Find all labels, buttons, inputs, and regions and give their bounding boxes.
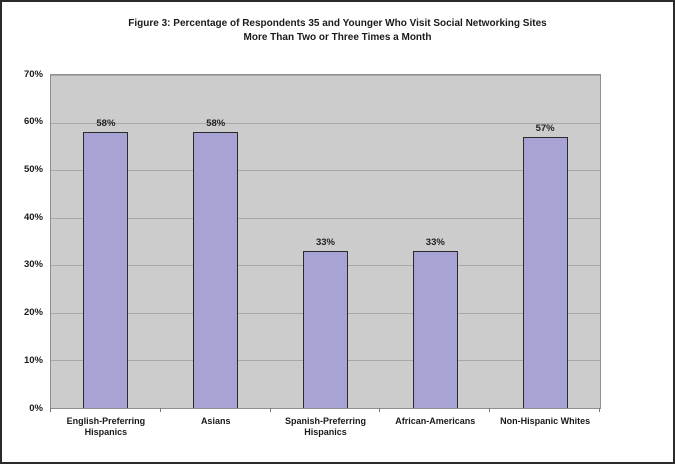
y-tick-label-40: 40% <box>23 211 43 223</box>
bar-value-label-4: 33% <box>425 237 445 249</box>
x-tick-label-4: African-Americans <box>395 416 476 426</box>
chart-title-line2: More Than Two or Three Times a Month <box>243 31 432 43</box>
chart-title: Figure 3: Percentage of Respondents 35 a… <box>2 17 673 44</box>
y-tick-label-30: 30% <box>23 259 43 271</box>
x-tick-mark-1 <box>159 408 161 412</box>
x-tick-mark-4 <box>489 408 491 412</box>
gridline-50 <box>51 170 600 172</box>
x-tick-mark-5 <box>599 408 600 412</box>
x-tick-label-3: Spanish-Preferring Hispanics <box>284 416 366 437</box>
y-tick-label-70: 70% <box>23 68 43 80</box>
x-tick-mark-3 <box>379 408 381 412</box>
x-tick-mark-0 <box>50 408 51 412</box>
bar-value-label-1: 58% <box>96 118 116 130</box>
bar-value-label-2: 58% <box>206 118 226 130</box>
y-tick-label-60: 60% <box>23 116 43 128</box>
bar-value-label-3: 33% <box>315 237 335 249</box>
gridline-70 <box>51 75 600 76</box>
x-tick-label-2: Asians <box>200 416 231 426</box>
y-tick-label-50: 50% <box>23 163 43 175</box>
y-tick-label-10: 10% <box>23 354 43 366</box>
plot-area: 58% 58% 33% 33% 57% <box>50 74 601 409</box>
bar-value-label-5: 57% <box>535 122 555 134</box>
bar-5 <box>522 136 568 408</box>
gridline-60 <box>51 122 600 124</box>
x-tick-label-5: Non-Hispanic Whites <box>500 416 591 426</box>
bar-4 <box>412 251 458 408</box>
bar-1 <box>83 132 129 408</box>
x-tick-mark-2 <box>269 408 271 412</box>
bar-3 <box>303 251 348 408</box>
bar-2 <box>193 132 239 408</box>
chart-title-line1: Figure 3: Percentage of Respondents 35 a… <box>128 18 547 29</box>
gridline-40 <box>51 217 600 219</box>
y-tick-label-20: 20% <box>23 307 43 319</box>
y-tick-label-0: 0% <box>29 402 43 414</box>
x-tick-label-1: English-Preferring Hispanics <box>66 416 146 437</box>
